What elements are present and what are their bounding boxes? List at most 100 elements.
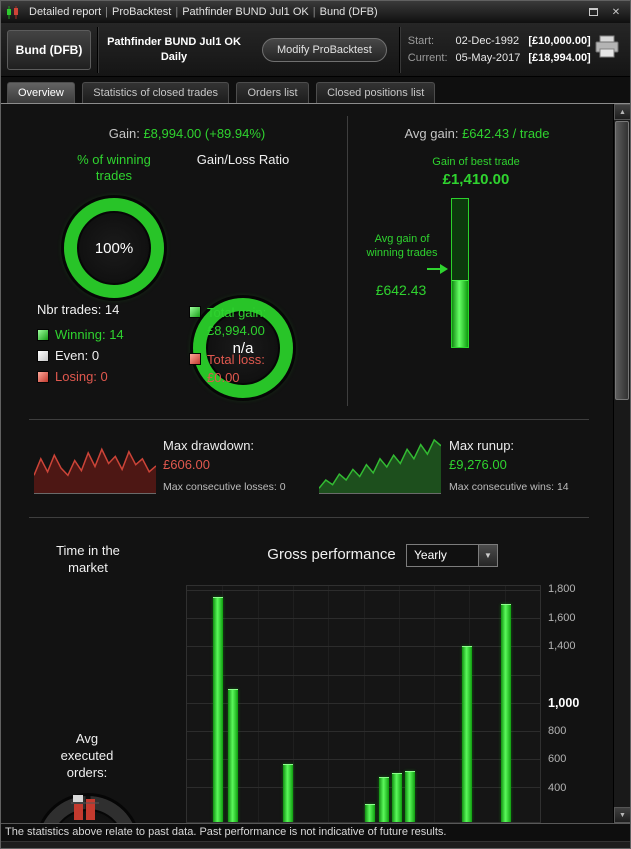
gain-value: £8,994.00 (+89.94%) bbox=[143, 126, 266, 141]
gain-label: Gain: bbox=[108, 126, 140, 141]
total-gain-swatch-icon bbox=[189, 306, 201, 318]
tab-orders-list[interactable]: Orders list bbox=[236, 82, 309, 103]
max-drawdown-label: Max drawdown: bbox=[163, 438, 255, 453]
period-dropdown[interactable]: Yearly ▼ bbox=[406, 544, 498, 567]
performance-bar bbox=[391, 772, 402, 822]
legend-losing-label: Losing: 0 bbox=[55, 369, 108, 384]
close-button[interactable]: ✕ bbox=[611, 6, 621, 18]
drawdown-sparkline bbox=[34, 434, 156, 494]
header-divider bbox=[97, 26, 98, 73]
tab-statistics-closed-trades[interactable]: Statistics of closed trades bbox=[82, 82, 230, 103]
winning-trades-value: 100% bbox=[94, 239, 134, 257]
section-divider bbox=[29, 419, 589, 420]
period-selected-value: Yearly bbox=[414, 548, 447, 562]
performance-bar bbox=[404, 771, 415, 822]
title-segment: ProBacktest bbox=[112, 6, 172, 18]
losing-swatch-icon bbox=[37, 370, 49, 383]
performance-bar bbox=[461, 646, 472, 822]
title-separator: | bbox=[175, 6, 179, 18]
total-gain-label: Total gain: bbox=[207, 305, 267, 320]
gridline bbox=[363, 586, 365, 822]
best-trade-value: £1,410.00 bbox=[442, 171, 510, 188]
start-date: 02-Dec-1992 bbox=[455, 35, 520, 47]
vertical-divider bbox=[347, 116, 348, 406]
scroll-up-button[interactable]: ▲ bbox=[614, 104, 630, 120]
performance-bar bbox=[282, 764, 293, 822]
print-button[interactable] bbox=[594, 35, 620, 64]
performance-bar bbox=[378, 777, 389, 822]
runup-sparkline bbox=[319, 434, 441, 494]
legend-winning-row: Winning: 14 bbox=[37, 324, 124, 345]
max-drawdown-value: £606.00 bbox=[163, 457, 210, 472]
account-dates: Start: 02-Dec-1992 [£10,000.00] Current:… bbox=[408, 35, 591, 64]
even-swatch-icon bbox=[37, 349, 49, 362]
performance-bar bbox=[364, 803, 375, 822]
max-runup-label: Max runup: bbox=[449, 438, 515, 453]
header-divider bbox=[398, 26, 400, 73]
legend-even-row: Even: 0 bbox=[37, 345, 124, 366]
total-loss-swatch-icon bbox=[189, 353, 201, 365]
time-in-market-label: Time in the market bbox=[56, 543, 120, 575]
avg-winning-label: Avg gain of winning trades bbox=[366, 233, 438, 259]
status-bar: The statistics above relate to past data… bbox=[1, 823, 630, 841]
gridline bbox=[187, 590, 540, 592]
performance-bar bbox=[212, 597, 223, 822]
gridline bbox=[187, 618, 540, 620]
gridline bbox=[187, 646, 540, 648]
gridline bbox=[187, 758, 540, 760]
legend-winning-label: Winning: 14 bbox=[55, 327, 124, 342]
gross-performance-plot bbox=[186, 585, 541, 823]
gridline bbox=[187, 674, 540, 676]
candlestick-chart-icon bbox=[6, 5, 20, 19]
performance-bar bbox=[227, 688, 238, 822]
title-segment: Pathfinder BUND Jul1 OK bbox=[182, 6, 309, 18]
overview-panel: Gain: £8,994.00 (+89.94%) % of winning t… bbox=[1, 104, 615, 823]
disclaimer-text: The statistics above relate to past data… bbox=[5, 826, 447, 838]
vertical-scrollbar[interactable]: ▲ ▼ bbox=[613, 104, 630, 823]
y-axis-label: 400 bbox=[548, 781, 567, 794]
window-bottom-frame bbox=[1, 841, 630, 848]
best-trade-label: Gain of best trade bbox=[432, 156, 520, 168]
tab-overview[interactable]: Overview bbox=[7, 82, 75, 103]
title-segment: Detailed report bbox=[29, 6, 102, 18]
maximize-icon bbox=[588, 8, 598, 16]
report-header: Bund (DFB) Pathfinder BUND Jul1 OK Daily… bbox=[1, 23, 630, 77]
avg-orders-icon bbox=[71, 792, 99, 823]
gridline bbox=[292, 586, 294, 822]
title-separator: | bbox=[312, 6, 316, 18]
tab-closed-positions-list[interactable]: Closed positions list bbox=[316, 82, 436, 103]
max-consecutive-losses: Max consecutive losses: 0 bbox=[163, 481, 286, 493]
printer-icon bbox=[594, 35, 620, 64]
scrollbar-thumb[interactable] bbox=[615, 121, 629, 400]
total-loss-label: Total loss: bbox=[207, 352, 265, 367]
avg-winning-value: £642.43 bbox=[375, 282, 427, 298]
gridline bbox=[328, 586, 330, 822]
title-bar[interactable]: Detailed report | ProBacktest | Pathfind… bbox=[1, 1, 630, 23]
winning-swatch-icon bbox=[37, 328, 49, 341]
gain-loss-ratio-label: Gain/Loss Ratio bbox=[196, 152, 290, 167]
start-value: [£10,000.00] bbox=[528, 35, 591, 47]
strategy-name: Pathfinder BUND Jul1 OK bbox=[107, 36, 241, 48]
gridline bbox=[434, 586, 436, 822]
gridline bbox=[257, 586, 259, 822]
avg-gain-label: Avg gain: bbox=[404, 126, 459, 141]
gridline bbox=[187, 702, 540, 704]
instrument-button[interactable]: Bund (DFB) bbox=[7, 29, 91, 70]
total-loss-row: Total loss: £0.00 bbox=[189, 351, 266, 387]
dropdown-arrow-icon[interactable]: ▼ bbox=[478, 545, 497, 566]
trades-legend: Nbr trades: 14 Winning: 14 Even: 0 Losin… bbox=[37, 302, 124, 387]
gridline bbox=[187, 730, 540, 732]
avg-executed-orders-label: Avg executed orders: bbox=[60, 731, 114, 780]
winning-trades-gauge: 100% bbox=[64, 198, 164, 298]
max-consecutive-wins: Max consecutive wins: 14 bbox=[449, 481, 569, 493]
scroll-down-button[interactable]: ▼ bbox=[614, 807, 630, 823]
gridline bbox=[187, 786, 540, 788]
gridline bbox=[398, 586, 400, 822]
legend-losing-row: Losing: 0 bbox=[37, 366, 124, 387]
modify-probacktest-button[interactable]: Modify ProBacktest bbox=[262, 37, 387, 62]
maximize-button[interactable] bbox=[584, 5, 602, 19]
avg-gain-bar-fill bbox=[452, 279, 468, 347]
y-axis-label: 600 bbox=[548, 753, 567, 766]
runup-block: Max runup: £9,276.00 Max consecutive win… bbox=[449, 438, 569, 493]
